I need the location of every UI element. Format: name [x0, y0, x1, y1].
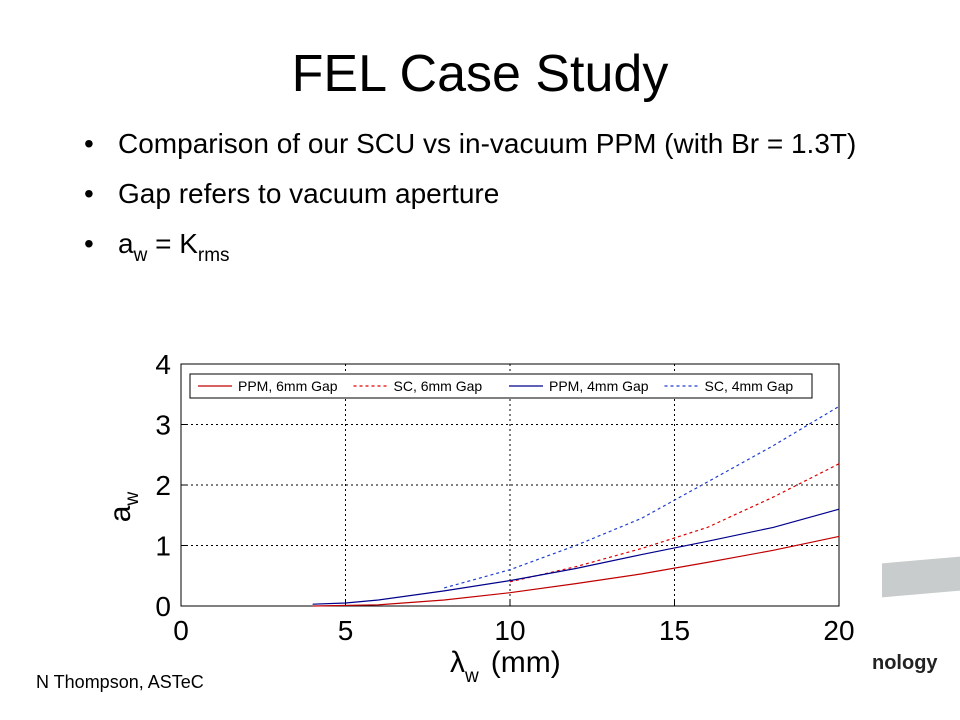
y-tick-label: 4 [155, 349, 171, 380]
footer-author: N Thompson, ASTeC [36, 672, 204, 692]
bullet-list: • Comparison of our SCU vs in-vacuum PPM… [84, 126, 884, 280]
x-tick-label: 10 [494, 615, 525, 646]
series-line [509, 463, 840, 583]
axis-ticks: 0 5 10 15 20 0 1 2 3 4 [155, 349, 854, 646]
y-tick-label: 3 [155, 410, 171, 441]
x-tick-label: 15 [659, 615, 690, 646]
legend-label: SC, 4mm Gap [705, 378, 794, 394]
grid-lines [181, 364, 839, 606]
series-line [312, 508, 840, 605]
legend: PPM, 6mm Gap SC, 6mm Gap PPM, 4mm Gap SC, 4… [189, 373, 813, 399]
bullet-text: Comparison of our SCU vs in-vacuum PPM (… [118, 128, 857, 159]
bullet-subscript: w [133, 245, 148, 266]
y-tick-label: 2 [155, 470, 171, 501]
bullet-text-base: a [118, 228, 134, 259]
x-axis-label: λw (mm) [450, 646, 561, 687]
x-tick-label: 0 [173, 615, 189, 646]
y-axis-label: aw [104, 492, 143, 523]
legend-label: SC, 6mm Gap [394, 378, 483, 394]
series-layer [312, 405, 840, 607]
logo-text-fragment: nology [872, 652, 938, 674]
legend-label: PPM, 4mm Gap [549, 378, 649, 394]
series-line [312, 535, 840, 607]
x-tick-label: 20 [823, 615, 854, 646]
bullet-item: • aw = Krms [84, 226, 884, 266]
bullet-dot: • [84, 228, 94, 259]
bullet-subscript: rms [197, 245, 230, 266]
legend-label: PPM, 6mm Gap [238, 378, 338, 394]
legend-box [189, 373, 813, 399]
y-tick-label: 1 [155, 531, 171, 562]
bullet-item: • Comparison of our SCU vs in-vacuum PPM… [84, 126, 884, 162]
series-line [444, 405, 840, 589]
slide-title: FEL Case Study [291, 45, 669, 103]
bullet-text: Gap refers to vacuum aperture [118, 178, 500, 209]
bullet-dot: • [84, 178, 94, 209]
bullet-text-mid: = K [147, 228, 198, 259]
x-tick-label: 5 [338, 615, 354, 646]
y-tick-label: 0 [155, 591, 171, 622]
bullet-dot: • [84, 128, 94, 159]
bullet-item: • Gap refers to vacuum aperture [84, 176, 884, 212]
